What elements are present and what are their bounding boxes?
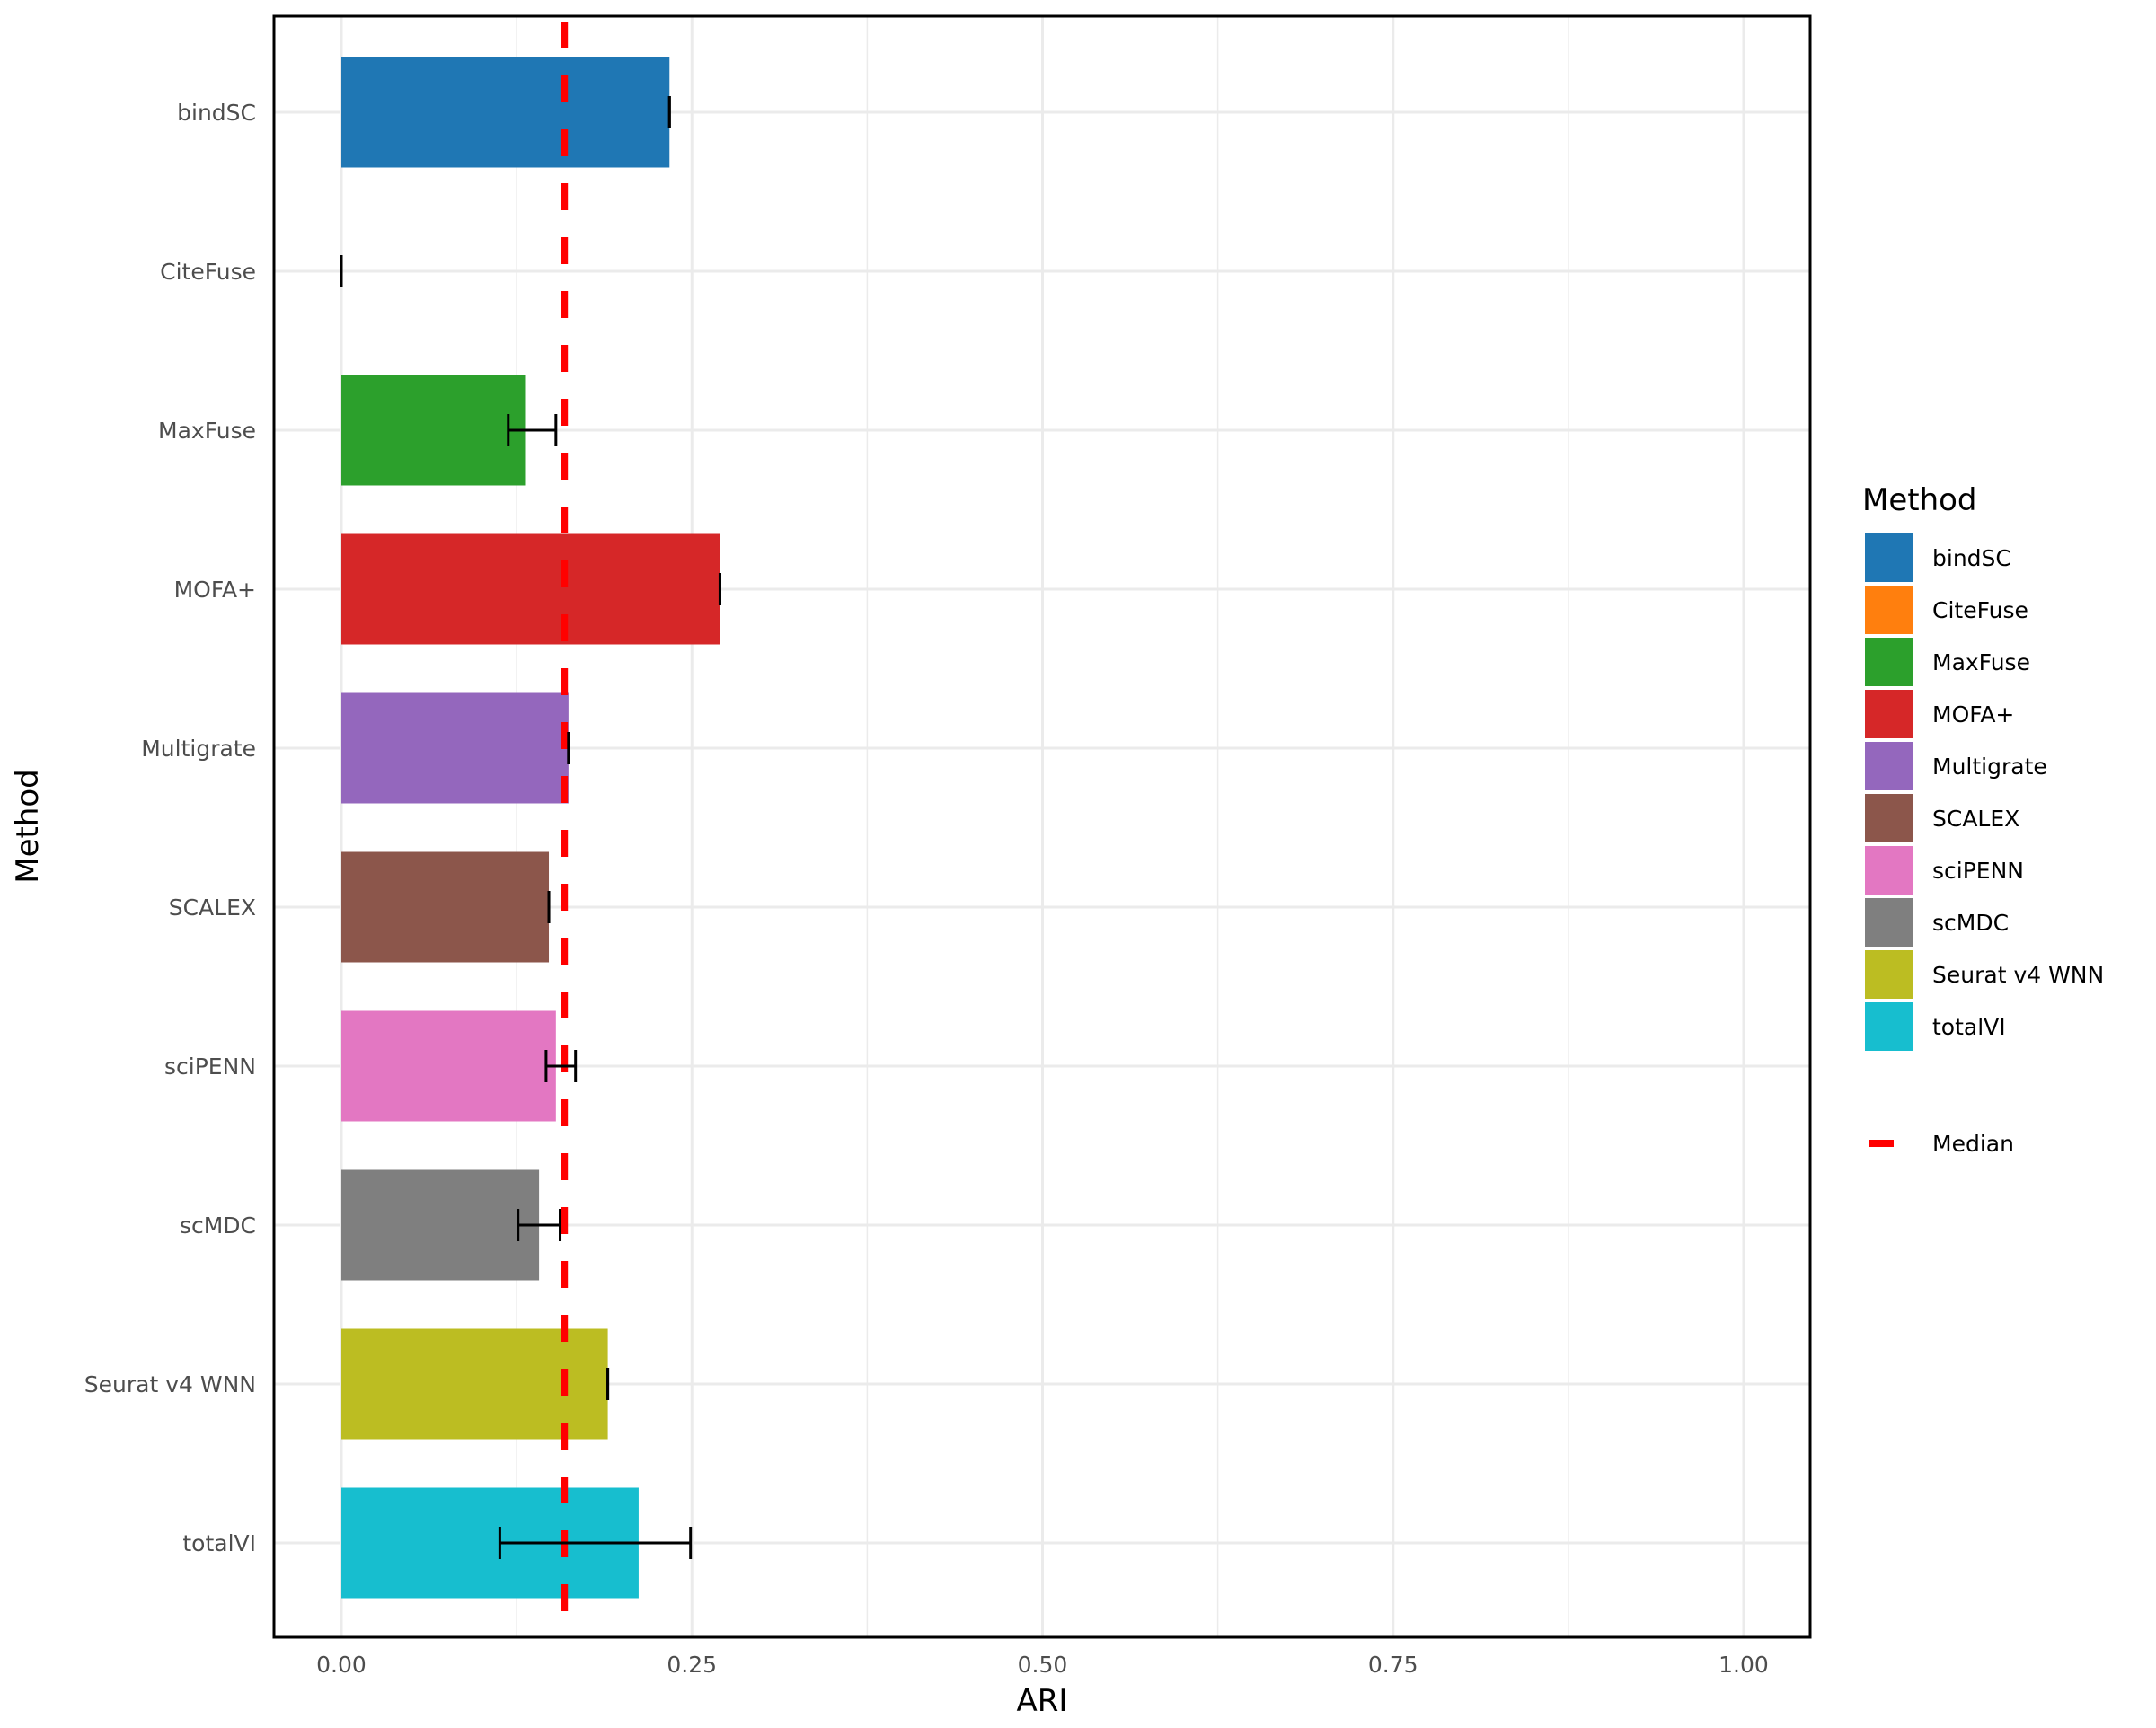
legend-label: CiteFuse: [1932, 597, 2028, 623]
error-bars: [340, 96, 721, 1559]
legend-median-label: Median: [1932, 1131, 2014, 1157]
legend: Method bindSC CiteFuse MaxFuse MOFA+ Multigr…: [1862, 482, 2104, 1157]
legend-key: [1865, 1002, 1913, 1051]
legend-key: [1865, 533, 1913, 582]
legend-key: [1865, 690, 1913, 738]
bar: [341, 375, 526, 486]
legend-key: [1865, 846, 1913, 895]
legend-label: bindSC: [1932, 545, 2011, 571]
x-tick-label: 0.50: [1018, 1652, 1068, 1678]
legend-label: SCALEX: [1932, 806, 2019, 832]
bar: [341, 57, 670, 168]
y-tick-label: Seurat v4 WNN: [84, 1371, 256, 1397]
y-tick-label: MaxFuse: [158, 418, 256, 444]
bar: [341, 1010, 556, 1122]
legend-title: Method: [1862, 482, 1977, 518]
y-tick-label: sciPENN: [164, 1054, 256, 1080]
y-tick-label: scMDC: [180, 1212, 256, 1239]
legend-key: [1865, 586, 1913, 634]
legend-label: MaxFuse: [1932, 649, 2030, 675]
bar: [341, 851, 550, 963]
legend-label: totalVI: [1932, 1014, 2006, 1040]
legend-key: [1865, 742, 1913, 790]
bar: [341, 1169, 540, 1281]
y-tick-label: Multigrate: [141, 736, 256, 762]
legend-label: scMDC: [1932, 910, 2009, 936]
x-tick-label: 0.00: [316, 1652, 367, 1678]
legend-key: [1865, 794, 1913, 842]
y-tick-labels: bindSC CiteFuse MaxFuse MOFA+ Multigrate SCAL…: [84, 100, 256, 1556]
x-axis-title: ARI: [1017, 1683, 1068, 1719]
y-tick-label: CiteFuse: [160, 259, 256, 285]
x-tick-label: 0.25: [667, 1652, 717, 1678]
plot-panel-border: [272, 14, 1812, 1639]
x-tick-labels: 0.00 0.25 0.50 0.75 1.00: [316, 1652, 1769, 1678]
legend-label: Seurat v4 WNN: [1932, 962, 2104, 988]
x-tick-label: 0.75: [1368, 1652, 1418, 1678]
y-axis-title: Method: [10, 769, 46, 884]
bars: [341, 57, 720, 1599]
y-tick-label: MOFA+: [174, 577, 256, 603]
legend-key: [1865, 898, 1913, 947]
bar: [341, 533, 720, 645]
legend-label: MOFA+: [1932, 701, 2014, 727]
y-tick-label: totalVI: [182, 1530, 256, 1556]
y-tick-label: SCALEX: [169, 895, 256, 921]
legend-label: sciPENN: [1932, 858, 2024, 884]
x-tick-label: 1.00: [1719, 1652, 1769, 1678]
y-tick-label: bindSC: [177, 100, 256, 126]
legend-key: [1865, 638, 1913, 686]
legend-key: [1865, 950, 1913, 999]
legend-label: Multigrate: [1932, 754, 2047, 780]
bar: [341, 692, 569, 804]
